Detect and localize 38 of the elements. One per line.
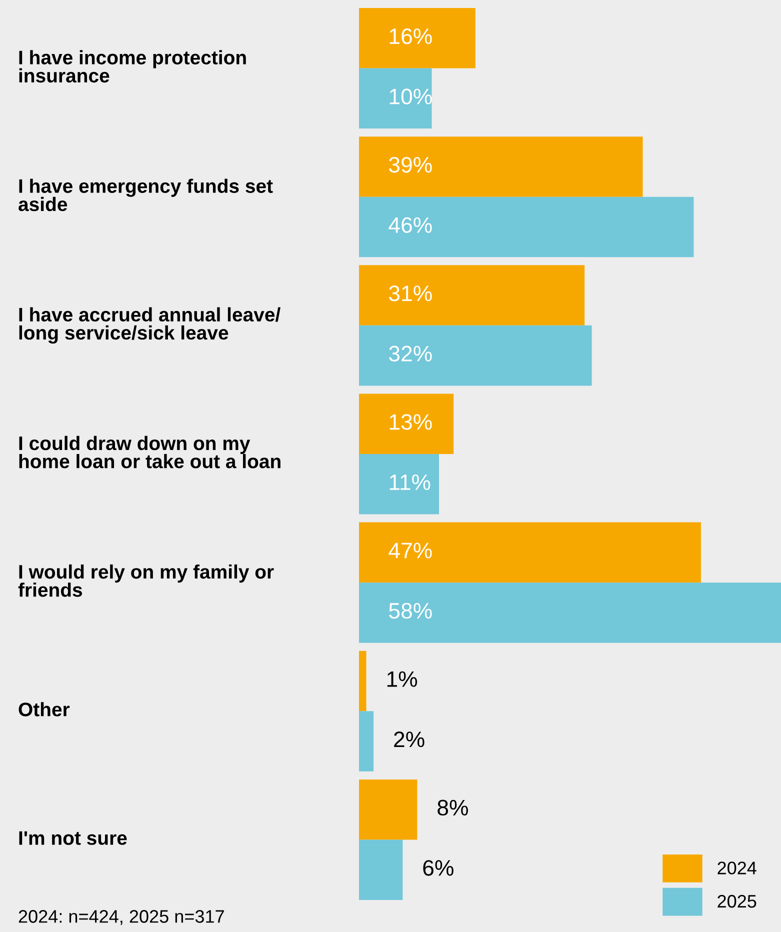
y-tick-label: I would rely on my family or friends [18, 564, 274, 597]
y-tick-label: I could draw down on my home loan or take out a loan [19, 436, 280, 468]
y-tick-label: I have accrued annual leave/ long service/sick leave [19, 307, 280, 344]
bar [359, 779, 418, 840]
y-tick-label: I'm not sure [19, 831, 127, 845]
bar [359, 840, 403, 900]
data-label: 10% [390, 88, 432, 104]
bar [359, 454, 440, 514]
data-label: 58% [389, 602, 432, 619]
bar [359, 522, 701, 583]
bar [359, 582, 781, 643]
data-label: 11% [390, 474, 430, 490]
data-label: 32% [389, 346, 432, 362]
y-tick-label: Other [18, 702, 70, 716]
bar [359, 711, 374, 772]
data-label: 8% [438, 800, 468, 816]
data-label: 31% [389, 286, 432, 302]
text: 2024: n=424, 2025 n=317 [18, 910, 224, 925]
data-label: 6% [423, 860, 454, 876]
data-label: 16% [390, 28, 432, 44]
legend-label: 2024 [718, 862, 756, 874]
bar [359, 325, 592, 386]
data-label: 1% [387, 671, 418, 687]
y-tick-label: I have income protection insurance [19, 50, 246, 83]
legend-label: 2025 [718, 894, 756, 908]
bar [359, 8, 476, 68]
bar [359, 650, 366, 712]
data-label: 39% [389, 156, 432, 173]
bar [359, 136, 643, 197]
bar [359, 394, 454, 454]
bar [359, 68, 432, 129]
y-tick-label: I have emergency funds set aside [18, 178, 273, 212]
bar [359, 265, 585, 326]
data-label: 13% [390, 414, 432, 430]
bar [359, 196, 694, 258]
data-label: 2% [394, 732, 424, 748]
data-label: 47% [388, 542, 432, 558]
data-label: 46% [388, 217, 432, 233]
